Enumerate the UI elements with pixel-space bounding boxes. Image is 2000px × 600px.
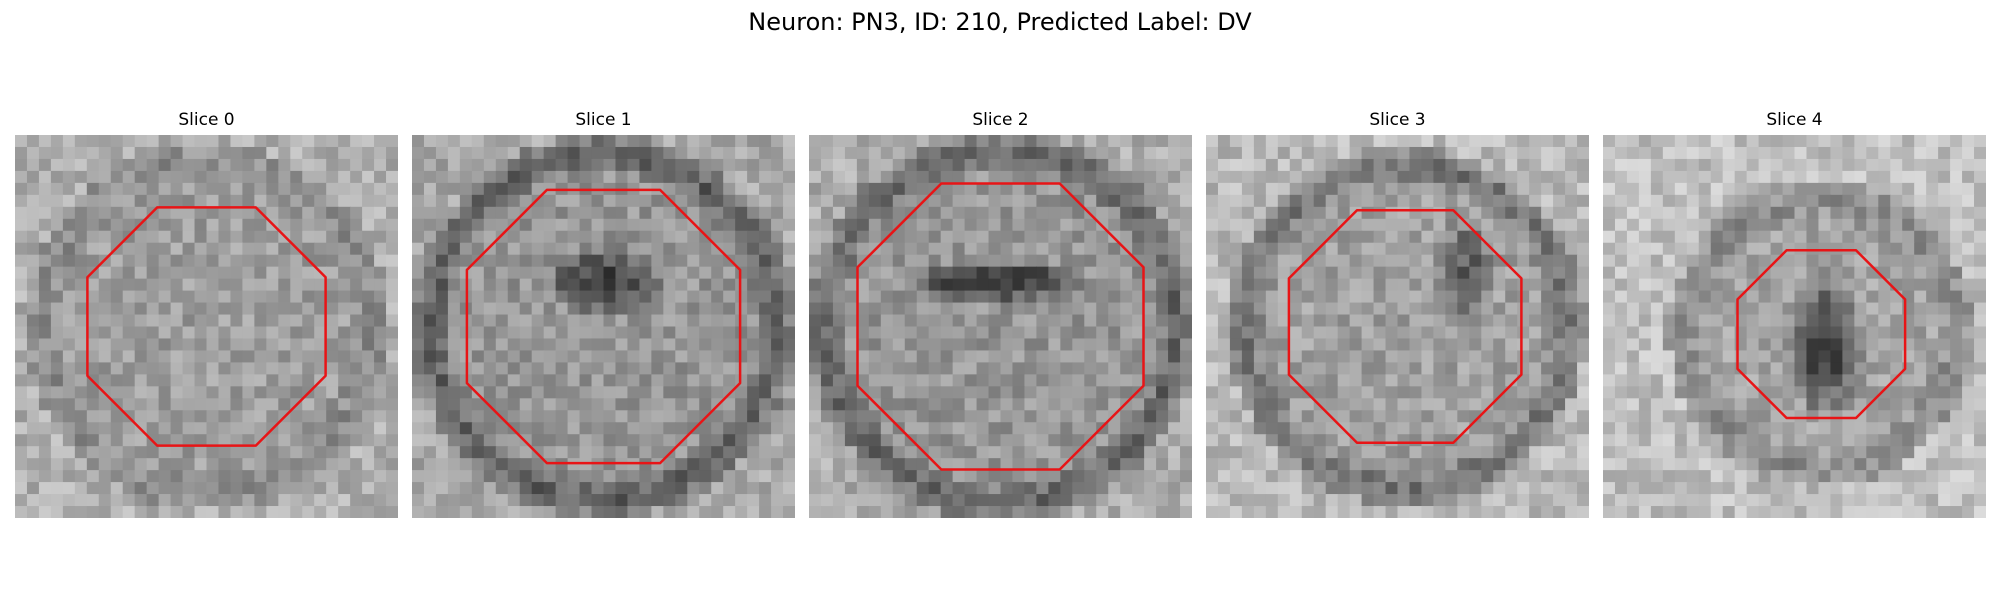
slice-image (1603, 135, 1986, 518)
slice-image (1206, 135, 1589, 518)
slice-title: Slice 0 (178, 110, 235, 130)
cell-contour (856, 182, 1145, 471)
cell-contour (465, 188, 742, 465)
slice-panel: Slice 3 (1206, 108, 1589, 518)
slice-panel: Slice 2 (809, 108, 1192, 518)
figure-title: Neuron: PN3, ID: 210, Predicted Label: D… (748, 8, 1252, 36)
cell-contour (1287, 209, 1523, 444)
slice-panel: Slice 1 (412, 108, 795, 518)
slice-image (412, 135, 795, 518)
slice-panel: Slice 0 (15, 108, 398, 518)
slice-title: Slice 1 (575, 110, 632, 130)
slice-image (809, 135, 1192, 518)
slice-image (15, 135, 398, 518)
slice-title: Slice 4 (1766, 110, 1823, 130)
cell-contour (1736, 249, 1907, 420)
cell-contour (86, 206, 327, 447)
slice-panel: Slice 4 (1603, 108, 1986, 518)
slice-title: Slice 2 (972, 110, 1029, 130)
slice-title: Slice 3 (1369, 110, 1426, 130)
